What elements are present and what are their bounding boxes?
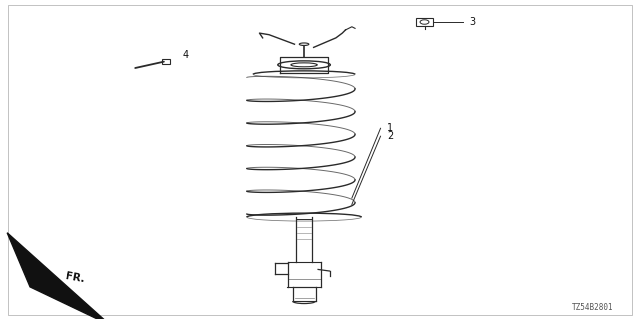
Ellipse shape: [300, 43, 309, 45]
Bar: [415, 18, 433, 26]
Text: TZ54B2801: TZ54B2801: [572, 303, 613, 312]
Polygon shape: [7, 233, 110, 320]
Text: 3: 3: [470, 17, 476, 27]
Text: 2: 2: [387, 131, 393, 141]
Text: 1: 1: [387, 123, 393, 133]
Text: 4: 4: [183, 50, 189, 60]
Bar: [162, 60, 170, 64]
Text: FR.: FR.: [65, 271, 86, 284]
